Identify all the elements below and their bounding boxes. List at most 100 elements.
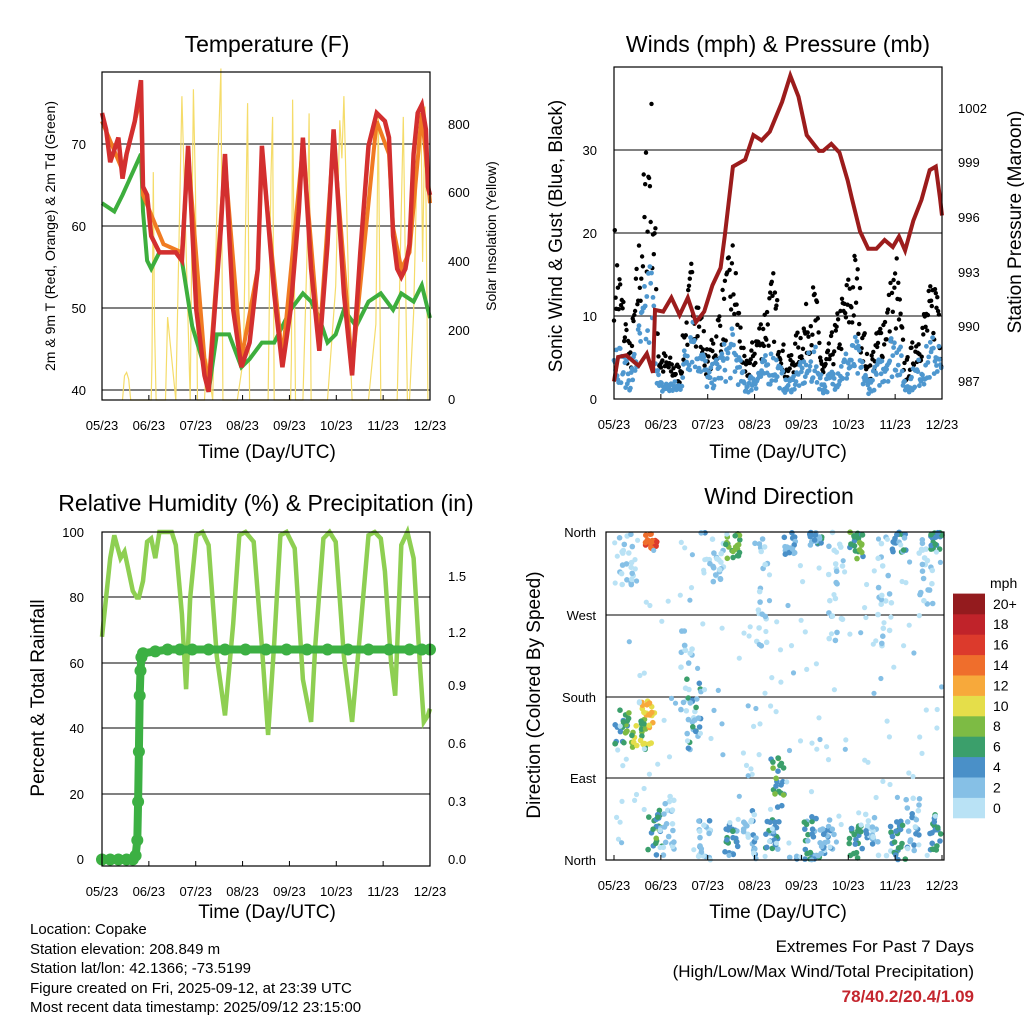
gust-point	[689, 269, 695, 275]
wind-point	[681, 348, 687, 354]
direction-point	[653, 840, 659, 847]
dir-tick-south: South	[562, 690, 596, 705]
pressure-line	[612, 69, 944, 382]
gust-point	[934, 305, 939, 310]
direction-point	[662, 839, 669, 846]
direction-point	[770, 759, 776, 765]
gust-point	[778, 357, 783, 362]
rain-point	[129, 849, 142, 862]
direction-point	[928, 531, 934, 538]
wind-point	[824, 389, 830, 395]
direction-point	[863, 828, 869, 834]
x-tick-label: 05/23	[598, 878, 631, 893]
direction-point	[919, 561, 926, 568]
gust-point	[722, 278, 728, 283]
direction-point	[932, 813, 939, 819]
direction-point	[641, 670, 647, 676]
direction-point	[769, 845, 776, 852]
rain-point	[321, 643, 334, 656]
direction-point	[751, 850, 757, 856]
gust-point	[640, 264, 646, 269]
colorbar-label: 8	[993, 718, 1001, 734]
gust-point	[683, 333, 688, 338]
wind-point	[936, 343, 942, 349]
solar-tick-200: 200	[448, 323, 470, 338]
solar-tick-400: 400	[448, 254, 470, 269]
direction-point	[865, 759, 871, 765]
wind-point	[742, 380, 747, 386]
gust-point	[752, 351, 757, 356]
direction-point	[773, 824, 780, 831]
wind-point	[687, 367, 693, 373]
direction-point	[839, 563, 846, 569]
gust-point	[686, 287, 691, 293]
winds-gridlines	[614, 149, 942, 317]
direction-point	[923, 707, 929, 713]
direction-point	[786, 747, 793, 754]
direction-point	[775, 755, 781, 761]
direction-point	[621, 541, 628, 548]
temp-tick-50: 50	[72, 301, 86, 316]
direction-point	[875, 536, 882, 542]
recent-timestamp: Most recent data timestamp: 2025/09/12 2…	[30, 999, 362, 1016]
direction-point	[643, 599, 649, 605]
direction-point	[915, 807, 922, 814]
direction-point	[899, 840, 905, 847]
x-tick-label: 09/23	[785, 878, 818, 893]
direction-point	[825, 571, 832, 578]
x-tick-label: 07/23	[691, 878, 724, 893]
wind-point	[924, 343, 929, 349]
wind-point	[680, 375, 686, 380]
direction-point	[863, 614, 869, 621]
gust-point	[718, 323, 723, 328]
wind-point	[704, 384, 710, 390]
gust-point	[764, 337, 769, 342]
direction-point	[748, 818, 754, 825]
rh-tick-60: 60	[70, 656, 84, 671]
wind-tick-0: 0	[590, 392, 597, 407]
wind-point	[890, 353, 896, 358]
wind-point	[626, 378, 632, 383]
direction-point	[740, 828, 747, 835]
direction-point	[654, 539, 660, 545]
direction-point	[890, 539, 896, 545]
gust-point	[808, 324, 813, 329]
direction-point	[720, 752, 726, 758]
gust-point	[892, 285, 897, 290]
direction-point	[888, 614, 894, 620]
direction-point	[769, 675, 775, 681]
gust-point	[645, 229, 650, 234]
x-tick-label: 07/23	[691, 417, 724, 432]
direction-point	[848, 541, 854, 547]
wind-point	[769, 378, 775, 383]
direction-point	[878, 675, 884, 682]
wind-point	[712, 377, 718, 382]
direction-point	[910, 795, 916, 802]
direction-point	[904, 805, 911, 811]
wind-point	[740, 369, 746, 374]
pressure-ylabel: Station Pressure (Maroon)	[1005, 111, 1024, 334]
direction-point	[875, 611, 881, 618]
direction-point	[668, 695, 675, 702]
direction-point	[818, 540, 824, 546]
gust-point	[709, 337, 714, 343]
direction-point	[893, 828, 899, 834]
direction-point	[831, 831, 837, 838]
direction-point	[718, 550, 724, 557]
gust-point	[723, 338, 728, 343]
direction-point	[764, 844, 770, 851]
direction-point	[727, 820, 733, 826]
humidity-x-ticks: 05/23 06/23 07/23 08/23 09/23 10/23 11/23 12/23	[86, 861, 446, 899]
direction-point	[813, 815, 819, 822]
temperature-marks	[99, 68, 433, 401]
gust-point	[736, 310, 742, 316]
direction-point	[793, 853, 800, 860]
gust-point	[888, 280, 893, 286]
gust-point	[935, 308, 941, 314]
direction-point	[685, 660, 692, 666]
wind-point	[749, 387, 754, 393]
gust-point	[612, 228, 617, 233]
rain-tick-09: 0.9	[448, 678, 466, 693]
direction-point	[829, 826, 836, 832]
direction-point	[629, 543, 636, 550]
